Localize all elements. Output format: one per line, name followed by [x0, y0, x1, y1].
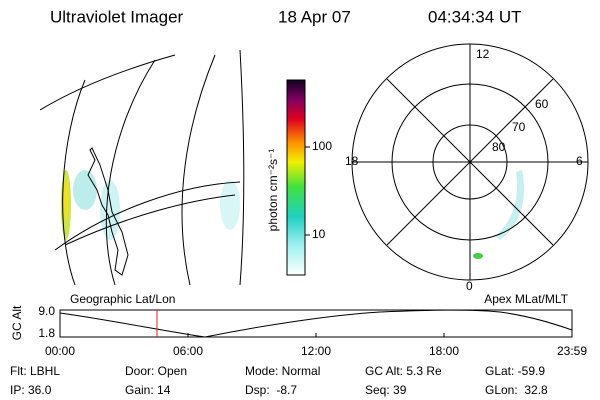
strip-y-label: 1.8: [38, 326, 55, 340]
strip-time-label: 06:00: [173, 344, 203, 358]
strip-title: Apex MLat/MLT: [484, 292, 568, 306]
altitude-curve: [59, 309, 573, 338]
strip-time-label: 00:00: [45, 344, 75, 358]
lat-label: 80: [492, 140, 506, 154]
instrument-title: Ultraviolet Imager: [50, 7, 184, 26]
info-field: IP: 36.0: [10, 383, 52, 397]
info-field: Seq: 39: [365, 383, 407, 397]
strip-time-label: 12:00: [301, 344, 331, 358]
strip-time-label: 18:00: [429, 344, 459, 358]
strip-frame: [59, 309, 573, 338]
strip-ticks: [187, 333, 445, 337]
info-field: Gain: 14: [125, 383, 171, 397]
info-field: GC Alt: 5.3 Re: [365, 364, 442, 378]
lat-label: 60: [535, 97, 549, 111]
strip-time-label: 23:59: [557, 344, 587, 358]
mlt-label: 6: [576, 154, 583, 168]
info-field: Mode: Normal: [245, 364, 320, 378]
colorbar-tick-label: 10: [312, 227, 326, 241]
strip-y-label: 9.0: [38, 304, 55, 318]
polar-plot: [351, 43, 589, 281]
lat-label: 70: [512, 120, 526, 134]
time: 04:34:34 UT: [428, 7, 522, 26]
colorbar-tick-label: 100: [312, 139, 332, 153]
strip-title: Geographic Lat/Lon: [70, 292, 175, 306]
info-field: Flt: LBHL: [10, 364, 60, 378]
info-field: GLat: -59.9: [485, 364, 545, 378]
mlt-label: 18: [345, 154, 359, 168]
date: 18 Apr 07: [278, 7, 351, 26]
colorbar-label: photon cm⁻²s⁻¹: [266, 149, 280, 232]
colorbar: [286, 79, 306, 276]
geo-map: [40, 49, 245, 285]
strip-axis-label: GC Alt: [10, 305, 24, 340]
mlt-label: 12: [476, 47, 490, 61]
info-field: Dsp: -8.7: [245, 383, 297, 397]
info-field: Door: Open: [125, 364, 187, 378]
info-field: GLon: 32.8: [485, 383, 548, 397]
mlt-label: 0: [466, 279, 473, 293]
